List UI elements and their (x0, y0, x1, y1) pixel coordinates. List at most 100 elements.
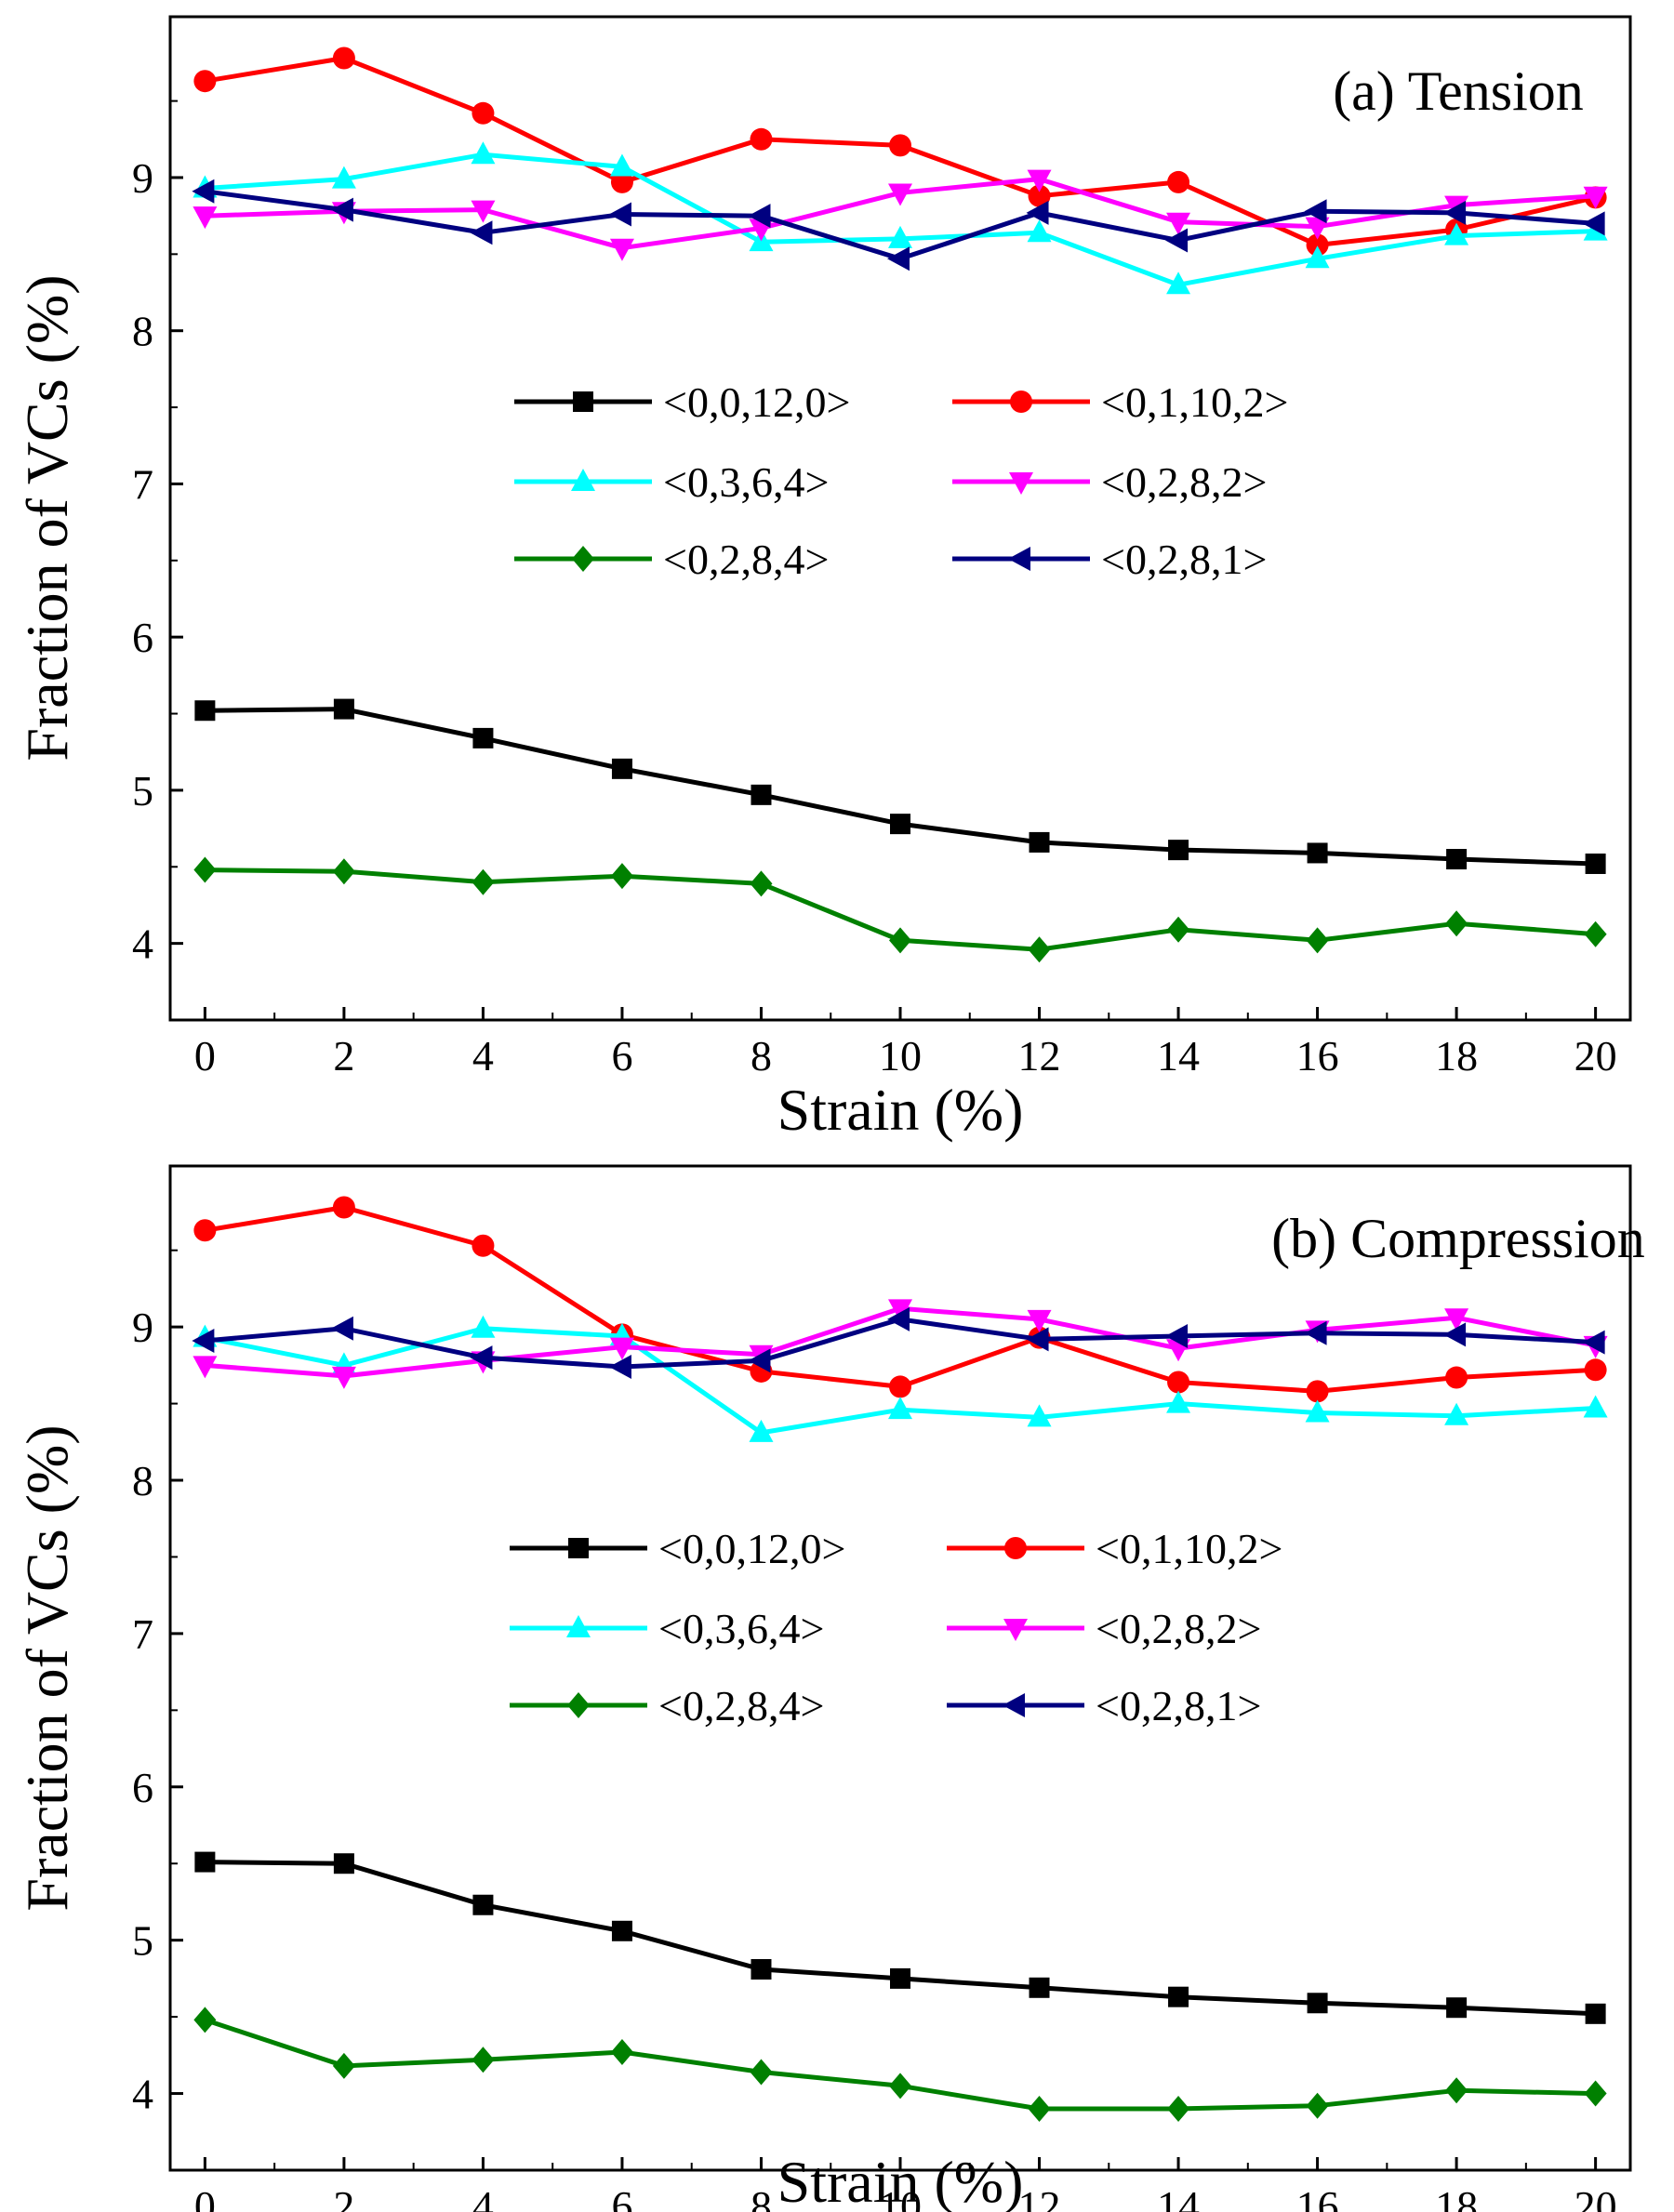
data-point (1306, 233, 1329, 257)
data-point (1444, 1402, 1469, 1425)
data-point (192, 1328, 215, 1353)
x-tick-label: 14 (1157, 1032, 1200, 1080)
y-tick-label: 6 (132, 614, 153, 661)
data-point (1028, 184, 1051, 207)
data-point (1028, 936, 1051, 963)
series-2 (193, 141, 1608, 295)
x-tick-label: 6 (611, 1032, 632, 1080)
legend-label: <0,2,8,4> (658, 1682, 824, 1729)
legend-marker (568, 1538, 589, 1558)
x-tick-label: 20 (1574, 2182, 1617, 2212)
y-tick-label: 7 (132, 1610, 153, 1658)
data-point (1165, 228, 1189, 253)
series-0 (194, 1851, 1606, 2024)
series-0 (194, 698, 1606, 874)
data-point (748, 204, 771, 229)
data-point (1168, 1986, 1189, 2007)
x-tick-label: 18 (1435, 2182, 1478, 2212)
x-tick-label: 0 (194, 2182, 216, 2212)
data-point (471, 1315, 496, 1338)
plot-frame (168, 15, 1632, 1022)
data-point (609, 238, 634, 261)
data-point (610, 863, 633, 890)
legend-marker (566, 1615, 591, 1637)
data-point (193, 70, 217, 93)
legend-label: <0,2,8,1> (1101, 536, 1267, 583)
data-point (611, 1920, 632, 1941)
data-point (472, 2046, 495, 2073)
y-tick-label: 8 (132, 308, 153, 355)
y-tick-label: 9 (132, 1304, 153, 1351)
x-tick-label: 0 (194, 1032, 216, 1080)
data-point (610, 2039, 633, 2066)
data-point (890, 814, 910, 835)
y-axis-title: Fraction of VCs (%) (14, 1424, 80, 1911)
data-point (1165, 1324, 1189, 1349)
legend-label: <0,3,6,4> (658, 1605, 824, 1652)
x-tick-label: 6 (611, 2182, 632, 2212)
legend-label: <0,1,10,2> (1101, 378, 1288, 426)
data-point (889, 927, 911, 954)
data-point (470, 220, 493, 245)
y-tick-label: 4 (132, 921, 153, 968)
data-point (1026, 1327, 1049, 1352)
data-point (748, 1348, 771, 1373)
legend-label: <0,0,12,0> (663, 378, 850, 426)
legend-marker (1004, 1537, 1027, 1559)
data-point (1167, 2096, 1190, 2123)
data-point (610, 170, 633, 193)
data-point (887, 1306, 910, 1331)
data-point (1445, 2077, 1468, 2104)
data-point (193, 1356, 218, 1379)
y-tick-label: 5 (132, 767, 153, 815)
data-point (751, 784, 772, 805)
data-point (1444, 222, 1469, 245)
y-tick-label: 9 (132, 154, 153, 202)
x-tick-label: 2 (333, 1032, 354, 1080)
data-point (890, 1967, 910, 1989)
legend-label: <0,3,6,4> (663, 458, 829, 506)
data-point (1584, 1358, 1607, 1382)
chart-panel-b: 0 2 4 6 8 10 12 14 16 18 20 4 5 6 7 8 9 Strain (%) Fractio… (14, 1164, 1645, 2212)
data-point (609, 153, 634, 177)
data-point (194, 1851, 216, 1873)
x-tick-label: 2 (333, 2182, 354, 2212)
data-point (888, 1397, 912, 1420)
data-point (193, 856, 217, 883)
x-tick-label: 8 (751, 1032, 772, 1080)
data-point (1585, 2003, 1606, 2024)
data-point (332, 1196, 355, 1219)
legend: <0,0,12,0> <0,1,10,2> <0,3,6,4> <0,2,8,2> <0… (514, 378, 1288, 583)
panel-title: (b) Compression (1271, 1208, 1645, 1269)
legend-marker (1008, 547, 1030, 571)
data-point (472, 1894, 494, 1915)
data-point (1307, 1993, 1328, 2014)
data-point (1305, 1399, 1330, 1423)
legend-marker (1003, 1619, 1028, 1641)
y-tick-label: 5 (132, 1917, 153, 1965)
data-point (472, 101, 495, 125)
data-point (1443, 200, 1467, 225)
x-tick-label: 14 (1157, 2182, 1200, 2212)
data-point (1027, 219, 1052, 243)
data-point (1583, 186, 1608, 209)
data-point (471, 200, 496, 223)
data-point (749, 1419, 774, 1442)
data-point (887, 246, 910, 272)
chart-panel-a: 0 2 4 6 8 10 12 14 16 18 20 4 5 6 7 8 9 Strain (%) Fractio… (14, 15, 1632, 1143)
x-axis-title: Strain (%) (777, 2149, 1024, 2212)
data-point (1445, 1366, 1468, 1389)
series-line (205, 1317, 1596, 1370)
data-point (1306, 1380, 1329, 1403)
legend-label: <0,1,10,2> (1096, 1525, 1282, 1572)
data-point (608, 202, 631, 227)
data-point (1305, 217, 1330, 240)
x-tick-label: 4 (472, 2182, 494, 2212)
legend: <0,0,12,0> <0,1,10,2> <0,3,6,4> <0,2,8,2> <0… (510, 1525, 1282, 1729)
data-point (1166, 272, 1191, 295)
data-point (889, 2073, 911, 2099)
data-point (333, 698, 354, 720)
legend-label: <0,2,8,2> (1101, 458, 1267, 506)
data-point (1304, 1320, 1327, 1345)
